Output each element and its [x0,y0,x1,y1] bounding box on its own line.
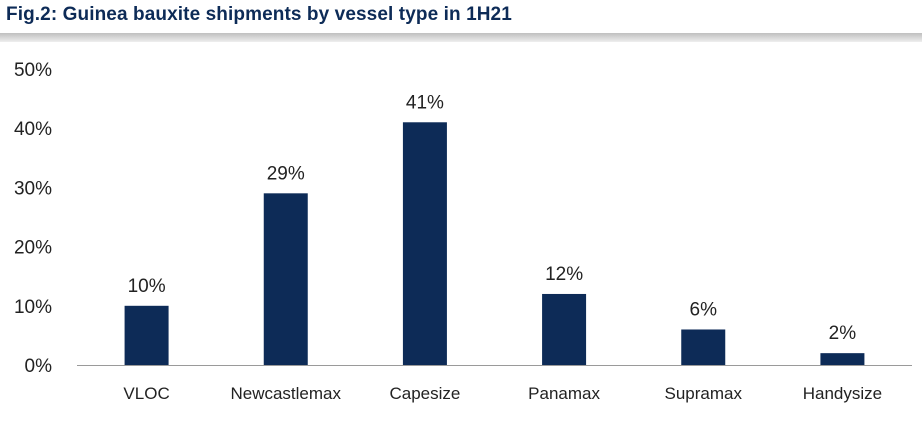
category-label-panamax: Panamax [528,384,600,403]
y-axis: 0% 10% 20% 30% 40% 50% [14,60,52,377]
data-label-vloc: 10% [128,276,166,297]
data-label-handysize: 2% [829,323,857,344]
data-label-supramax: 6% [690,299,718,320]
data-label-panamax: 12% [545,264,583,285]
x-axis: VLOC Newcastlemax Capesize Panamax Supramax H… [77,365,912,403]
category-label-supramax: Supramax [665,384,743,403]
category-label-newcastlemax: Newcastlemax [230,384,341,403]
category-label-vloc: VLOC [123,384,169,403]
bar-vloc [124,305,169,365]
bar-supramax [681,329,726,365]
y-tick-label: 30% [14,178,52,199]
data-labels: 10% 29% 41% 12% 6% 2% [128,92,857,344]
category-label-capesize: Capesize [389,384,460,403]
y-tick-label: 40% [14,119,52,140]
bar-handysize [820,353,865,365]
y-tick-label: 20% [14,238,52,259]
title-divider [0,33,922,42]
bar-newcastlemax [263,193,308,365]
bar-panamax [542,293,587,365]
y-tick-label: 0% [25,356,53,377]
category-label-handysize: Handysize [803,384,882,403]
y-tick-label: 10% [14,297,52,318]
data-label-capesize: 41% [406,92,444,113]
y-tick-label: 50% [14,60,52,81]
chart-title: Fig.2: Guinea bauxite shipments by vesse… [6,4,512,25]
data-label-newcastlemax: 29% [267,163,305,184]
bar-capesize [402,122,447,365]
bars [124,122,865,365]
